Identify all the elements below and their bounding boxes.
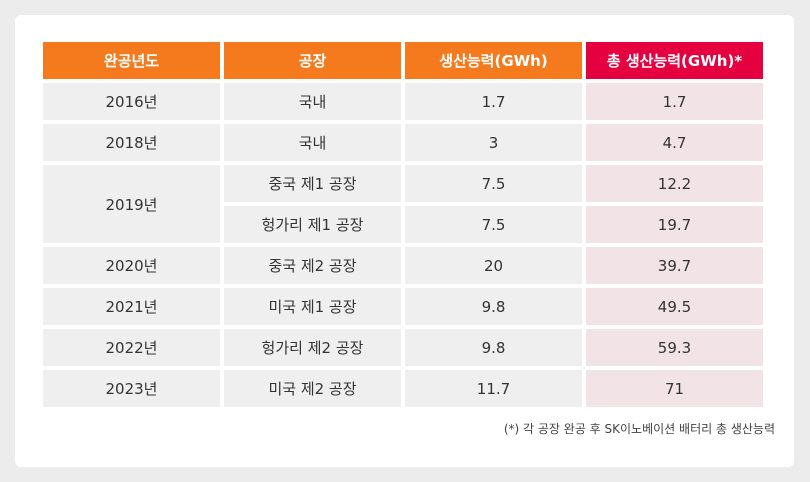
table-header-row: 완공년도 공장 생산능력(GWh) 총 생산능력(GWh)* (43, 42, 763, 79)
cell-year: 2018년 (43, 124, 220, 161)
table-row: 2016년 국내 1.7 1.7 (43, 83, 763, 120)
table-row: 2022년 헝가리 제2 공장 9.8 59.3 (43, 329, 763, 366)
cell-total: 4.7 (586, 124, 763, 161)
table-row: 2020년 중국 제2 공장 20 39.7 (43, 247, 763, 284)
cell-plant: 국내 (224, 124, 401, 161)
header-completion-year: 완공년도 (43, 42, 220, 79)
footnote: (*) 각 공장 완공 후 SK이노베이션 배터리 총 생산능력 (503, 422, 775, 436)
cell-total: 39.7 (586, 247, 763, 284)
capacity-table: 완공년도 공장 생산능력(GWh) 총 생산능력(GWh)* 2016년 국내 … (39, 38, 767, 411)
content-card: 완공년도 공장 생산능력(GWh) 총 생산능력(GWh)* 2016년 국내 … (15, 15, 794, 467)
cell-capacity: 9.8 (405, 329, 582, 366)
header-plant: 공장 (224, 42, 401, 79)
table-row: 2023년 미국 제2 공장 11.7 71 (43, 370, 763, 407)
header-total-capacity: 총 생산능력(GWh)* (586, 42, 763, 79)
cell-total: 49.5 (586, 288, 763, 325)
cell-total: 19.7 (586, 206, 763, 243)
table-row: 헝가리 제1 공장 7.5 19.7 (43, 206, 763, 243)
cell-capacity: 3 (405, 124, 582, 161)
table-row: 2019년 중국 제1 공장 7.5 12.2 (43, 165, 763, 243)
cell-plant: 미국 제2 공장 (224, 370, 401, 407)
cell-total: 71 (586, 370, 763, 407)
cell-capacity: 1.7 (405, 83, 582, 120)
cell-year: 2023년 (43, 370, 220, 407)
cell-total: 59.3 (586, 329, 763, 366)
cell-plant: 중국 제2 공장 (224, 247, 401, 284)
table-row: 2018년 국내 3 4.7 (43, 124, 763, 161)
cell-total: 12.2 (586, 165, 763, 202)
cell-total: 1.7 (586, 83, 763, 120)
cell-capacity: 9.8 (405, 288, 582, 325)
cell-plant: 중국 제1 공장 (224, 165, 401, 202)
cell-capacity: 11.7 (405, 370, 582, 407)
table-row: 2021년 미국 제1 공장 9.8 49.5 (43, 288, 763, 325)
header-capacity: 생산능력(GWh) (405, 42, 582, 79)
cell-year: 2022년 (43, 329, 220, 366)
cell-plant: 미국 제1 공장 (224, 288, 401, 325)
cell-year: 2021년 (43, 288, 220, 325)
cell-capacity: 20 (405, 247, 582, 284)
cell-plant: 헝가리 제2 공장 (224, 329, 401, 366)
cell-year: 2016년 (43, 83, 220, 120)
cell-plant: 헝가리 제1 공장 (224, 206, 401, 243)
cell-year: 2020년 (43, 247, 220, 284)
cell-capacity: 7.5 (405, 165, 582, 202)
cell-capacity: 7.5 (405, 206, 582, 243)
cell-year: 2019년 (43, 165, 220, 243)
cell-plant: 국내 (224, 83, 401, 120)
